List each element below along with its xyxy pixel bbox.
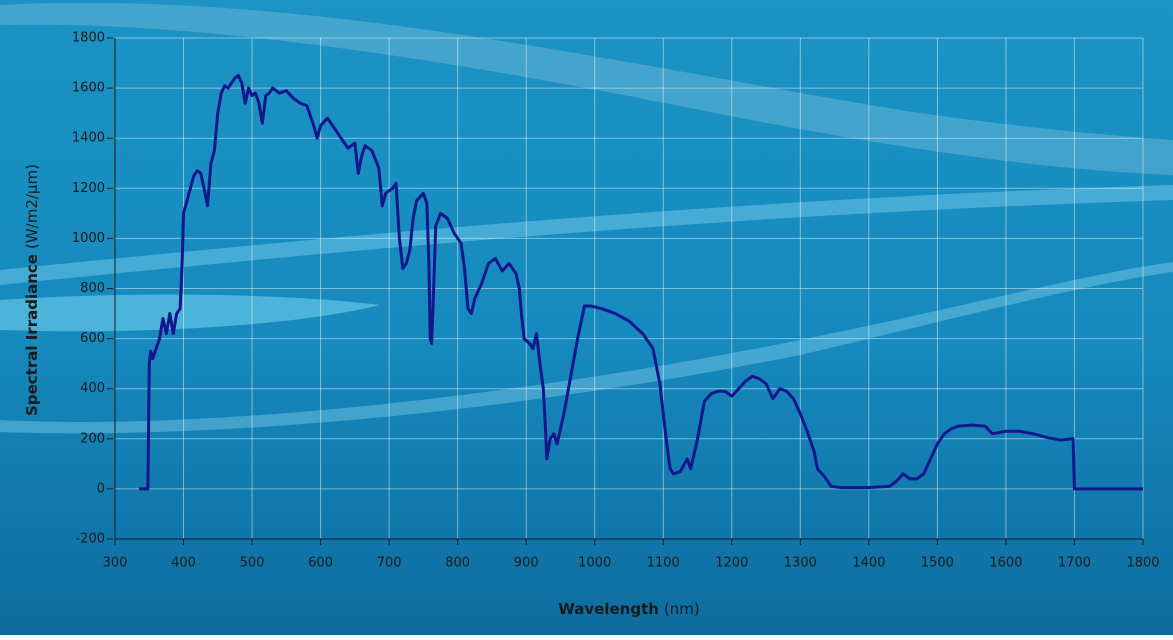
x-tick-label: 1500	[921, 556, 954, 571]
x-tick-label: 700	[377, 556, 402, 571]
x-tick-label: 1300	[784, 556, 817, 571]
y-tick-label: 1600	[72, 81, 105, 96]
x-tick-label: 600	[308, 556, 333, 571]
y-label-text: Spectral Irradiance	[23, 254, 41, 416]
decor-swoosh	[0, 294, 380, 332]
y-tick-label: 1800	[72, 31, 105, 46]
y-tick-label: 600	[80, 331, 105, 346]
x-tick-label: 500	[240, 556, 265, 571]
y-tick-label: 0	[97, 481, 105, 496]
x-label-unit: (nm)	[664, 600, 700, 618]
y-tick-label: 1000	[72, 231, 105, 246]
x-tick-label: 800	[445, 556, 470, 571]
x-tick-label: 1200	[715, 556, 748, 571]
x-tick-label: 1000	[578, 556, 611, 571]
y-tick-label: -200	[75, 532, 105, 547]
x-tick-label: 1100	[647, 556, 680, 571]
spectrum-line	[138, 74, 1143, 491]
x-tick-label: 300	[103, 556, 128, 571]
x-tick-label: 400	[171, 556, 196, 571]
x-tick-label: 1400	[852, 556, 885, 571]
x-tick-label: 1800	[1126, 556, 1159, 571]
y-tick-label: 200	[80, 431, 105, 446]
y-tick-label: 1200	[72, 181, 105, 196]
decor-swoosh	[0, 2, 1173, 175]
decor-swoosh	[0, 185, 1173, 285]
y-label-unit: (W/m2/µm)	[23, 164, 41, 249]
x-label-text: Wavelength	[558, 600, 659, 618]
y-axis-label: Spectral Irradiance (W/m2/µm)	[23, 164, 41, 416]
x-tick-label: 1600	[989, 556, 1022, 571]
y-tick-label: 400	[80, 381, 105, 396]
x-tick-label: 900	[514, 556, 539, 571]
y-tick-label: 1400	[72, 131, 105, 146]
x-tick-label: 1700	[1058, 556, 1091, 571]
x-axis-label: Wavelength (nm)	[558, 600, 700, 618]
y-tick-label: 800	[80, 281, 105, 296]
